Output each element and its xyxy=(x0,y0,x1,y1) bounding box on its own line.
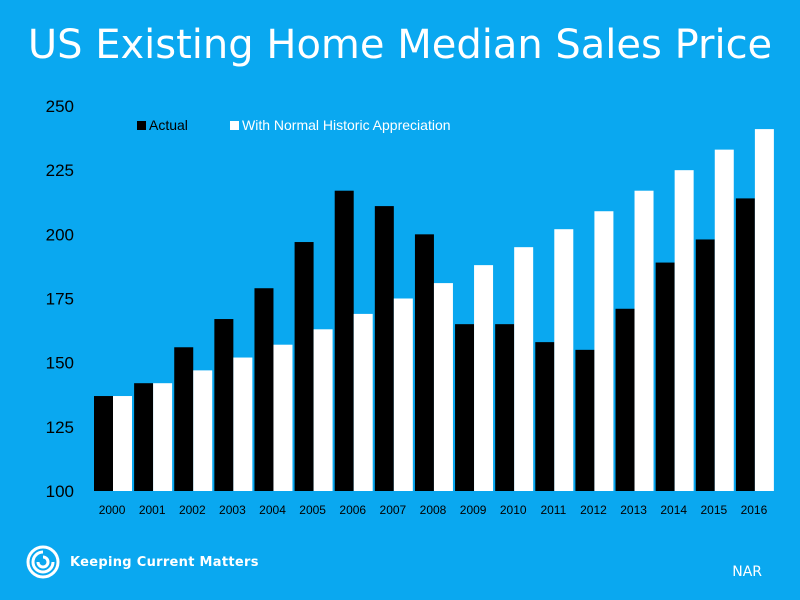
bar-actual xyxy=(735,198,755,491)
brand-name: Keeping Current Matters xyxy=(70,554,259,570)
swirl-logo-icon xyxy=(26,545,60,579)
x-tick-label: 2015 xyxy=(700,503,727,517)
bar-historic xyxy=(393,298,413,491)
x-tick-label: 2014 xyxy=(660,503,687,517)
bar-historic xyxy=(474,265,494,491)
y-tick-label: 200 xyxy=(46,225,74,244)
x-tick-label: 2016 xyxy=(741,503,768,517)
bar-historic xyxy=(634,190,654,491)
bar-historic xyxy=(714,149,734,491)
x-tick-label: 2001 xyxy=(139,503,166,517)
legend-swatch xyxy=(230,121,239,130)
x-tick-label: 2006 xyxy=(339,503,366,517)
y-tick-label: 150 xyxy=(46,354,74,373)
y-tick-label: 125 xyxy=(46,418,74,437)
bar-actual xyxy=(455,324,475,491)
source-label: NAR xyxy=(732,564,762,580)
bar-historic xyxy=(353,313,373,491)
bar-actual xyxy=(294,242,314,491)
bar-actual xyxy=(414,234,434,492)
bar-historic xyxy=(554,229,574,491)
page-title: US Existing Home Median Sales Price xyxy=(27,22,773,68)
bar-historic xyxy=(193,370,213,491)
bar-actual xyxy=(575,349,595,491)
legend-swatch xyxy=(137,121,146,130)
bar-historic xyxy=(113,396,132,491)
x-tick-label: 2012 xyxy=(580,503,607,517)
x-tick-label: 2010 xyxy=(500,503,527,517)
bar-historic xyxy=(313,329,333,491)
bar-actual xyxy=(174,347,194,491)
bar-historic xyxy=(233,357,253,491)
x-tick-label: 2003 xyxy=(219,503,246,517)
bar-actual xyxy=(615,308,635,491)
bar-actual xyxy=(254,288,274,491)
bar-actual xyxy=(374,206,394,491)
legend-label: With Normal Historic Appreciation xyxy=(242,117,451,133)
x-tick-label: 2004 xyxy=(259,503,286,517)
bar-historic xyxy=(273,344,293,491)
bar-historic xyxy=(754,129,774,491)
x-tick-label: 2011 xyxy=(540,503,566,517)
bar-actual xyxy=(695,239,715,491)
bar-historic xyxy=(674,170,694,491)
bar-historic xyxy=(433,283,453,491)
x-tick-label: 2002 xyxy=(179,503,206,517)
bar-actual xyxy=(495,324,515,491)
bar-historic xyxy=(594,211,614,491)
bar-actual xyxy=(655,262,675,491)
bar-historic xyxy=(153,383,173,491)
y-tick-label: 100 xyxy=(46,482,74,501)
bar-actual xyxy=(134,383,154,491)
bar-actual xyxy=(535,342,555,491)
bar-actual xyxy=(214,319,234,491)
x-tick-label: 2008 xyxy=(420,503,447,517)
bar-historic xyxy=(514,247,534,491)
y-tick-label: 175 xyxy=(46,290,74,309)
y-tick-label: 225 xyxy=(46,161,74,180)
bar-actual xyxy=(94,396,113,491)
x-tick-label: 2009 xyxy=(460,503,487,517)
y-tick-label: 250 xyxy=(46,97,74,116)
x-tick-label: 2005 xyxy=(299,503,326,517)
brand: Keeping Current Matters xyxy=(26,545,259,579)
x-tick-label: 2007 xyxy=(380,503,407,517)
x-tick-label: 2013 xyxy=(620,503,647,517)
legend-label: Actual xyxy=(149,117,188,133)
x-tick-label: 2000 xyxy=(99,503,126,517)
bar-actual xyxy=(334,190,354,491)
